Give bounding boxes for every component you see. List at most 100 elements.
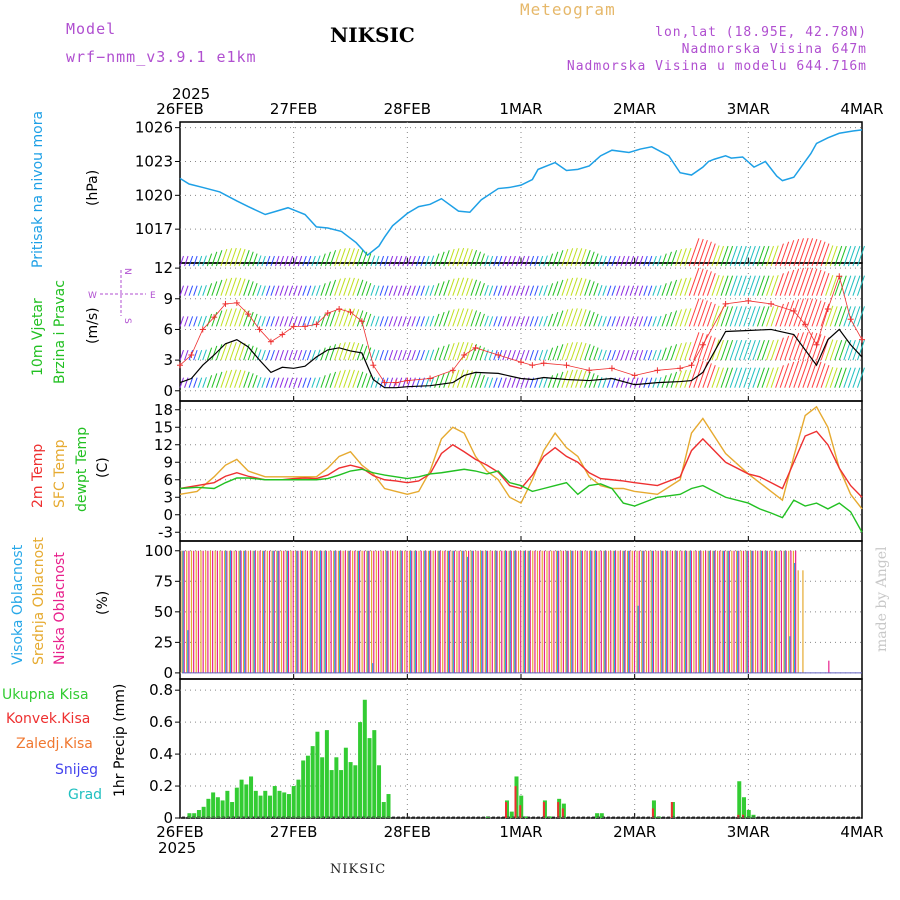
- precip-bar: [301, 760, 306, 818]
- wind-barb: [825, 305, 834, 327]
- wind-barb: [675, 309, 683, 327]
- wind-barb: [793, 359, 804, 388]
- wind-barb: [393, 316, 398, 327]
- wind-barb: [634, 377, 639, 388]
- wind-barb: [797, 267, 809, 296]
- wind-barb: [256, 255, 262, 267]
- wind-barb: [847, 339, 856, 361]
- wind-barb: [470, 371, 478, 388]
- wind-barb: [338, 248, 346, 267]
- dewpoint-line: [179, 468, 863, 533]
- wind-barb: [816, 335, 826, 361]
- wind-barb: [829, 275, 838, 296]
- y-tick-label: 1026: [135, 119, 173, 137]
- wind-barb: [224, 308, 233, 327]
- wind-label-2: Brzina i Pravac: [52, 280, 68, 384]
- wind-barb: [706, 273, 716, 296]
- wind-barb: [543, 285, 548, 296]
- wind-barb: [497, 377, 503, 388]
- wind-barb: [215, 310, 223, 327]
- wind-barb: [856, 245, 865, 267]
- wind-barb: [365, 313, 372, 327]
- wind-barb: [515, 255, 521, 267]
- wind-barb: [234, 369, 242, 388]
- precip-bar: [268, 795, 273, 818]
- wind-barb: [311, 349, 316, 361]
- precip-bar: [324, 730, 329, 818]
- wind-barb: [725, 245, 734, 267]
- wind-barb: [247, 281, 254, 296]
- y-tick-label: 1017: [135, 220, 173, 238]
- wind-barb: [725, 306, 734, 327]
- wind-barb: [434, 313, 440, 327]
- precip-bar: [201, 806, 206, 818]
- wind-barb: [825, 274, 834, 296]
- conv-precip-bar: [651, 808, 654, 818]
- y-tick-label: 0: [163, 506, 173, 524]
- wind-barb: [588, 345, 595, 361]
- wind-barb: [515, 349, 521, 361]
- y-tick-label: 3: [163, 351, 173, 369]
- wind-barb: [711, 274, 720, 296]
- wind-barb: [852, 275, 861, 296]
- wind-barb: [634, 255, 639, 267]
- wind-barb: [515, 316, 521, 327]
- wind-barb: [220, 278, 228, 296]
- wind-barb: [347, 248, 355, 267]
- wind-barb: [288, 285, 294, 296]
- wind-barb: [506, 316, 512, 327]
- wind-barb: [252, 313, 258, 327]
- wind-barb: [202, 349, 207, 361]
- precip-bar: [737, 781, 742, 818]
- wind-barb: [811, 300, 822, 327]
- wind-barb: [697, 269, 708, 296]
- wind-barb: [747, 245, 756, 267]
- wind-barb: [365, 253, 372, 267]
- wind-barb: [565, 369, 574, 388]
- wind-barb: [856, 339, 865, 361]
- wind-barb: [193, 377, 198, 388]
- wind-barb: [834, 275, 843, 296]
- wind-barb: [488, 255, 494, 267]
- wind-barb: [843, 245, 852, 267]
- wind-barb: [784, 300, 795, 327]
- wind-barb: [625, 316, 630, 327]
- wind-barb: [575, 308, 583, 327]
- wind-barb: [284, 349, 289, 361]
- wind-barb: [343, 341, 351, 361]
- wind-barb: [443, 250, 450, 267]
- wind-barb: [775, 337, 784, 361]
- wind-barb: [620, 255, 625, 267]
- wind-barb: [725, 339, 734, 361]
- wind-barb: [520, 255, 525, 267]
- wind-barb: [675, 248, 683, 267]
- wind-barb: [847, 367, 856, 388]
- wind-barb: [811, 361, 822, 388]
- wind-barb: [752, 275, 761, 296]
- wind-barb: [816, 241, 826, 267]
- wind-barb: [397, 285, 403, 296]
- precip-bar: [746, 810, 751, 818]
- wind-barb: [452, 369, 460, 388]
- precip-bar: [196, 810, 201, 818]
- precip-bar: [386, 794, 391, 818]
- wind-barb: [579, 309, 587, 327]
- wind-barb: [284, 285, 289, 296]
- wind-barb: [243, 371, 250, 388]
- wind-barb: [538, 285, 544, 296]
- wind-barb: [465, 248, 473, 267]
- wind-barb: [729, 275, 738, 296]
- y-tick-label: 100: [144, 542, 173, 560]
- wind-barb: [302, 255, 307, 267]
- wind-barb: [593, 253, 599, 267]
- wind-barb: [706, 303, 716, 327]
- wind-barb: [484, 315, 489, 327]
- wind-barb: [456, 369, 465, 388]
- conv-precip-bar: [561, 808, 564, 818]
- wind-barb: [229, 308, 237, 327]
- wind-barb: [265, 255, 271, 267]
- wind-barb: [384, 285, 389, 296]
- wind-barb: [625, 285, 630, 296]
- year-label-bottom: 2025: [158, 839, 196, 857]
- wind-barb: [766, 275, 774, 296]
